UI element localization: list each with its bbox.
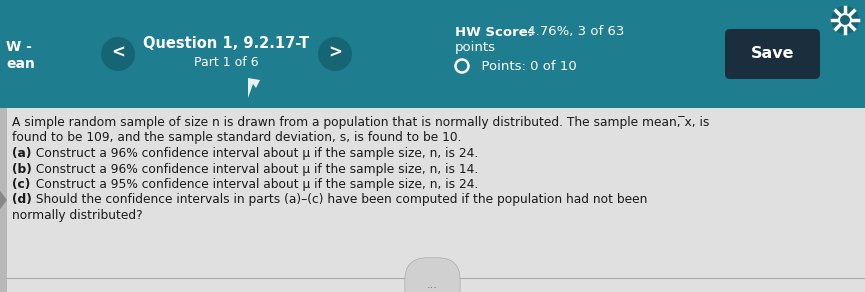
Text: Save: Save <box>751 46 794 62</box>
Polygon shape <box>248 78 260 98</box>
Text: W -: W - <box>6 40 32 54</box>
Circle shape <box>101 37 135 71</box>
FancyBboxPatch shape <box>725 29 820 79</box>
Text: Should the confidence intervals in parts (a)–(c) have been computed if the popul: Should the confidence intervals in parts… <box>32 194 647 206</box>
Bar <box>0 108 7 292</box>
Circle shape <box>318 37 352 71</box>
Text: >: > <box>328 44 342 62</box>
Text: 4.76%, 3 of 63: 4.76%, 3 of 63 <box>523 25 625 39</box>
Text: found to be 109, and the sample standard deviation, s, is found to be 10.: found to be 109, and the sample standard… <box>12 131 462 145</box>
Polygon shape <box>0 191 7 209</box>
Text: Points: 0 of 10: Points: 0 of 10 <box>473 60 577 72</box>
Text: normally distributed?: normally distributed? <box>12 209 143 222</box>
Text: (b): (b) <box>12 163 32 175</box>
Text: points: points <box>455 41 496 55</box>
Text: Construct a 96% confidence interval about μ if the sample size, n, is 14.: Construct a 96% confidence interval abou… <box>32 163 478 175</box>
Bar <box>0 108 865 292</box>
Text: ...: ... <box>427 280 438 290</box>
Text: HW Score:: HW Score: <box>455 25 533 39</box>
Text: (c): (c) <box>12 178 30 191</box>
Text: ean: ean <box>6 57 35 71</box>
Text: (d): (d) <box>12 194 32 206</box>
Text: (a): (a) <box>12 147 31 160</box>
Text: Question 1, 9.2.17-T: Question 1, 9.2.17-T <box>144 36 310 51</box>
Text: Construct a 95% confidence interval about μ if the sample size, n, is 24.: Construct a 95% confidence interval abou… <box>32 178 478 191</box>
Text: A simple random sample of size n is drawn from a population that is normally dis: A simple random sample of size n is draw… <box>12 116 709 129</box>
Text: Construct a 96% confidence interval about μ if the sample size, n, is 24.: Construct a 96% confidence interval abou… <box>32 147 478 160</box>
Bar <box>0 0 865 108</box>
Text: <: < <box>111 44 125 62</box>
Circle shape <box>831 6 859 34</box>
Text: Part 1 of 6: Part 1 of 6 <box>194 56 259 69</box>
